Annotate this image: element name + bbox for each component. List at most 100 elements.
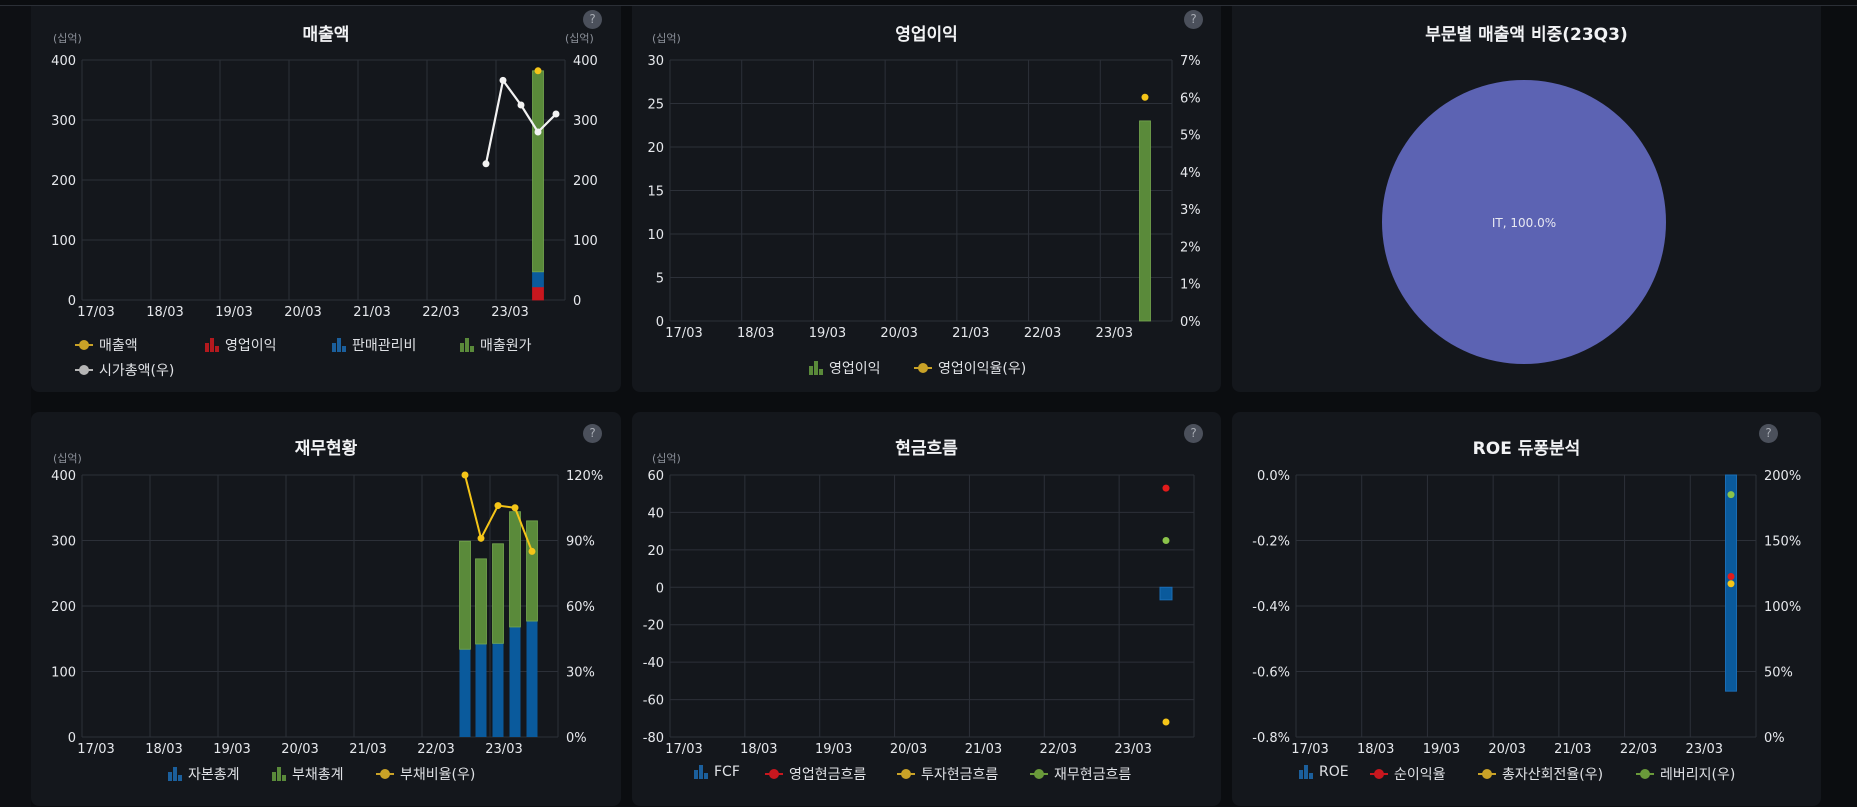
op-margin-point[interactable]: [1141, 93, 1149, 101]
legend-label: 레버리지(우): [1660, 767, 1736, 783]
segment-pie-chart[interactable]: IT, 100.0%: [1232, 6, 1821, 392]
y2-axis-tick: 4%: [1180, 166, 1201, 181]
legend-bar-icon: [332, 338, 346, 352]
bar-판매관리비[interactable]: [532, 271, 544, 288]
y2-axis-tick: 60%: [566, 600, 595, 615]
market-cap-point[interactable]: [482, 160, 490, 168]
legend-item[interactable]: 부채총계: [272, 764, 344, 784]
bar-debt[interactable]: [459, 540, 471, 650]
bar-equity[interactable]: [509, 626, 521, 737]
asset-turnover-point[interactable]: [1727, 580, 1735, 588]
cashflow-point[interactable]: [1162, 484, 1170, 492]
x-axis-tick: 21/03: [1554, 742, 1591, 757]
legend-item[interactable]: 투자현금흐름: [897, 764, 998, 784]
debt-ratio-point[interactable]: [477, 534, 485, 542]
bar-equity[interactable]: [526, 621, 538, 737]
y-axis-tick: 40: [647, 506, 664, 521]
x-axis-tick: 17/03: [77, 742, 114, 757]
bar-fcf[interactable]: [1159, 586, 1173, 601]
y-axis-tick: -80: [643, 731, 664, 746]
bar-equity[interactable]: [459, 649, 471, 737]
x-axis-tick: 19/03: [809, 326, 846, 341]
legend-label: 부채총계: [292, 767, 344, 783]
legend-label: ROE: [1319, 764, 1349, 780]
y2-axis-tick: 1%: [1180, 278, 1201, 293]
leverage-point[interactable]: [1727, 491, 1735, 499]
y-axis-tick: -0.8%: [1252, 731, 1290, 746]
financial-status-chart[interactable]: 0 100 200 300 400 0% 30% 60% 90% 120% 17/03 18/03 19…: [31, 412, 621, 806]
x-axis-tick: 21/03: [952, 326, 989, 341]
bar-debt[interactable]: [526, 520, 538, 622]
y2-axis-tick: 90%: [566, 535, 595, 550]
legend-item[interactable]: 매출액: [75, 335, 138, 355]
legend-item[interactable]: 레버리지(우): [1636, 764, 1735, 784]
help-icon[interactable]: ?: [583, 10, 602, 29]
help-icon[interactable]: ?: [1759, 424, 1778, 443]
y2-axis-tick: 0%: [1764, 731, 1785, 746]
help-icon[interactable]: ?: [1184, 10, 1203, 29]
panel-roe-dupont: ROE 듀퐁분석 ? -0.8% -0.6% -0.4% -0.2% 0.0% 0% 50%…: [1232, 412, 1821, 806]
legend-item[interactable]: 매출원가: [460, 335, 532, 355]
y-axis-tick: 400: [51, 54, 76, 69]
legend-bar-icon: [460, 338, 474, 352]
revenue-chart[interactable]: 0 100 200 300 400 0 100 200 300 400 17/03 18/03 19/0…: [31, 6, 621, 392]
bar-debt[interactable]: [475, 558, 487, 645]
bar-영업이익[interactable]: [532, 286, 544, 301]
legend-item[interactable]: 영업이익율(우): [914, 358, 1026, 378]
panel-title: 영업이익: [895, 25, 958, 45]
legend-item[interactable]: 총자산회전율(우): [1478, 764, 1603, 784]
legend-item[interactable]: 부채비율(우): [376, 764, 475, 784]
pie-slice-it[interactable]: [1382, 80, 1666, 364]
y-axis-tick: 20: [647, 141, 664, 156]
legend-line-marker-icon: [1478, 769, 1496, 779]
x-axis-tick: 18/03: [740, 742, 777, 757]
debt-ratio-point[interactable]: [511, 504, 519, 512]
legend-item[interactable]: 판매관리비: [332, 335, 416, 355]
legend-label: 부채비율(우): [400, 767, 476, 783]
cashflow-point[interactable]: [1162, 537, 1170, 544]
legend-item[interactable]: 영업이익: [205, 335, 277, 355]
bar-매출원가[interactable]: [532, 70, 544, 273]
legend-item[interactable]: 시가총액(우): [75, 360, 174, 380]
legend-item[interactable]: 영업현금흐름: [765, 764, 866, 784]
bar-operating-profit[interactable]: [1139, 120, 1151, 322]
cashflow-point[interactable]: [1162, 718, 1170, 726]
help-icon[interactable]: ?: [583, 424, 602, 443]
cashflow-chart[interactable]: -80 -60 -40 -20 0 20 40 60 17/03 18/03 19/03 20/03 2…: [632, 412, 1221, 806]
y-axis-tick: 400: [51, 469, 76, 484]
bar-debt[interactable]: [509, 511, 521, 628]
x-axis-tick: 22/03: [1024, 326, 1061, 341]
x-axis-tick: 18/03: [1357, 742, 1394, 757]
panel-operating-profit: 영업이익 ? (십억) 0 5 10 15 20 25 30 0% 1% 2% 3% 4% 5% 6% 7%…: [632, 6, 1221, 392]
debt-ratio-point[interactable]: [528, 547, 536, 555]
legend-item[interactable]: 순이익율: [1370, 764, 1446, 784]
y-axis-tick: -60: [643, 694, 664, 709]
x-axis-tick: 21/03: [349, 742, 386, 757]
legend-line-marker-icon: [376, 769, 394, 779]
help-icon[interactable]: ?: [1184, 424, 1203, 443]
market-cap-point[interactable]: [517, 101, 525, 109]
market-cap-point[interactable]: [552, 110, 560, 118]
bar-debt[interactable]: [492, 543, 504, 644]
y2-axis-tick: 0: [573, 294, 581, 309]
operating-profit-chart[interactable]: 0 5 10 15 20 25 30 0% 1% 2% 3% 4% 5% 6% 7% 17/03 18/03 19…: [632, 6, 1221, 392]
net-margin-point[interactable]: [1727, 573, 1735, 581]
legend-item[interactable]: 영업이익: [809, 358, 881, 378]
bar-equity[interactable]: [475, 643, 487, 737]
market-cap-point[interactable]: [534, 128, 542, 136]
revenue-point[interactable]: [534, 67, 542, 75]
legend-item[interactable]: 자본총계: [168, 764, 240, 784]
legend-line-marker-icon: [1370, 769, 1388, 779]
panel-segment-revenue: 부문별 매출액 비중(23Q3) IT, 100.0%: [1232, 6, 1821, 392]
legend-item[interactable]: ROE: [1299, 764, 1349, 780]
legend-item[interactable]: FCF: [694, 764, 740, 780]
bar-equity[interactable]: [492, 643, 504, 737]
market-cap-point[interactable]: [499, 76, 507, 84]
debt-ratio-point[interactable]: [494, 502, 502, 510]
panel-revenue: 매출액 ? (십억) (십억) 0 100 200 300 400 0 100 200 300 4…: [31, 6, 621, 392]
roe-dupont-chart[interactable]: -0.8% -0.6% -0.4% -0.2% 0.0% 0% 50% 100% 150% 200…: [1232, 412, 1821, 806]
legend-item[interactable]: 재무현금흐름: [1030, 764, 1131, 784]
legend-label: 매출액: [99, 338, 138, 354]
y-axis-tick: 200: [51, 174, 76, 189]
debt-ratio-point[interactable]: [461, 471, 469, 479]
